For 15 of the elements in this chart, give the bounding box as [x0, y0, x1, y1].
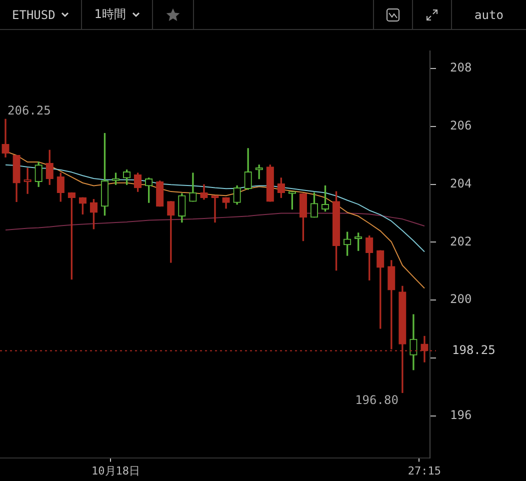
y-tick-label: 200 [450, 292, 472, 306]
text: auto [474, 8, 504, 22]
chart-title: ETHUSD [12, 8, 56, 22]
y-tick-label: 204 [450, 176, 472, 190]
x-tick-label: 27:15 [408, 464, 442, 478]
x-tick-label: 10月18日 [92, 464, 140, 478]
candlestick [2, 118, 10, 158]
chart-subtitle: 1時間 [94, 6, 126, 23]
y-tick-label: 206 [450, 118, 472, 133]
y-tick-label: 202 [450, 234, 472, 248]
ref-line-label: 198.25 [452, 342, 496, 357]
annotation: 206.25 [8, 103, 51, 118]
y-tick-label: 208 [450, 60, 472, 75]
y-tick-label: 196 [450, 408, 472, 422]
annotation: 196.80 [355, 392, 398, 407]
